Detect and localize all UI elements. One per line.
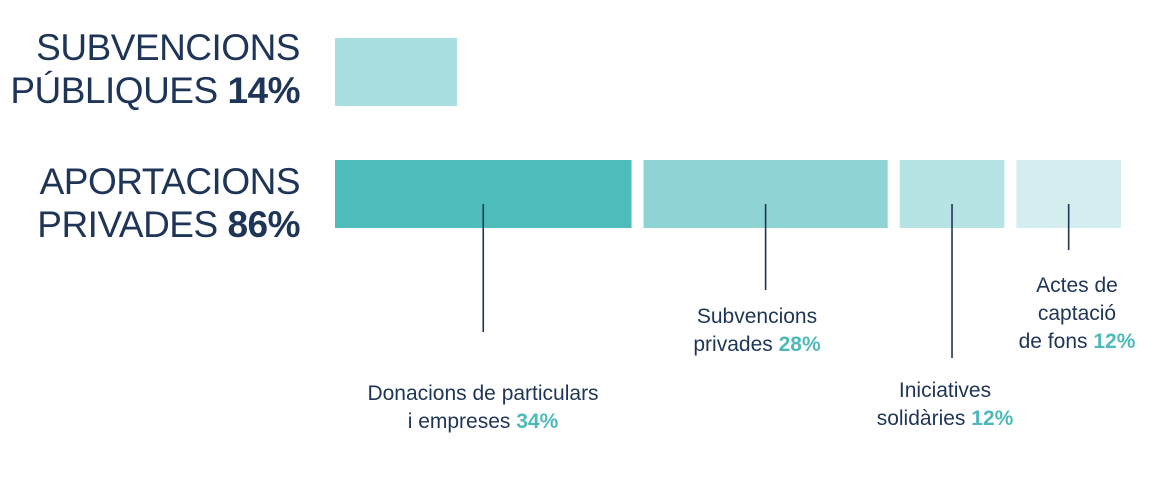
segment-pct-fundraising: 12% (1093, 330, 1136, 353)
segment-label-donations: Donacions de particulars i empreses 34% (367, 380, 598, 436)
row-label-public-line-1: SUBVENCIONS (36, 27, 300, 68)
row-label-public: SUBVENCIONS PÚBLIQUES 14% (10, 26, 300, 112)
segment-label-fundraising-line-1: Actes de (1036, 274, 1118, 297)
row-label-private-line-1: APORTACIONS (39, 161, 301, 202)
segment-label-private-grants: Subvencions privades 28% (693, 303, 820, 359)
row-label-private: APORTACIONS PRIVADES 86% (37, 160, 300, 246)
segment-label-fundraising-line-3: de fons (1018, 330, 1088, 353)
segment-label-solidarity-line-2: solidàries (876, 407, 966, 430)
segment-label-solidarity-line-1: Iniciatives (898, 379, 992, 402)
segment-label-donations-line-2: i empreses (407, 410, 511, 433)
row-pct-private: 86% (227, 204, 300, 245)
row-label-private-line-2: PRIVADES (37, 204, 218, 245)
row-label-public-line-2: PÚBLIQUES (10, 70, 218, 111)
segment-pct-private-grants: 28% (778, 333, 821, 356)
segment-pct-solidarity: 12% (971, 407, 1014, 430)
segment-label-solidarity: Iniciatives solidàries 12% (877, 377, 1014, 433)
segment-pct-donations: 34% (516, 410, 559, 433)
segment-label-fundraising-line-2: captació (1037, 302, 1117, 325)
segment-label-fundraising: Actes de captació de fons 12% (1019, 272, 1136, 356)
bar-public-grants (335, 38, 458, 106)
segment-label-private-grants-line-2: privades (693, 333, 773, 356)
segment-label-private-grants-line-1: Subvencions (696, 305, 818, 328)
segment-label-donations-line-1: Donacions de particulars (367, 382, 599, 405)
row-pct-public: 14% (227, 70, 300, 111)
